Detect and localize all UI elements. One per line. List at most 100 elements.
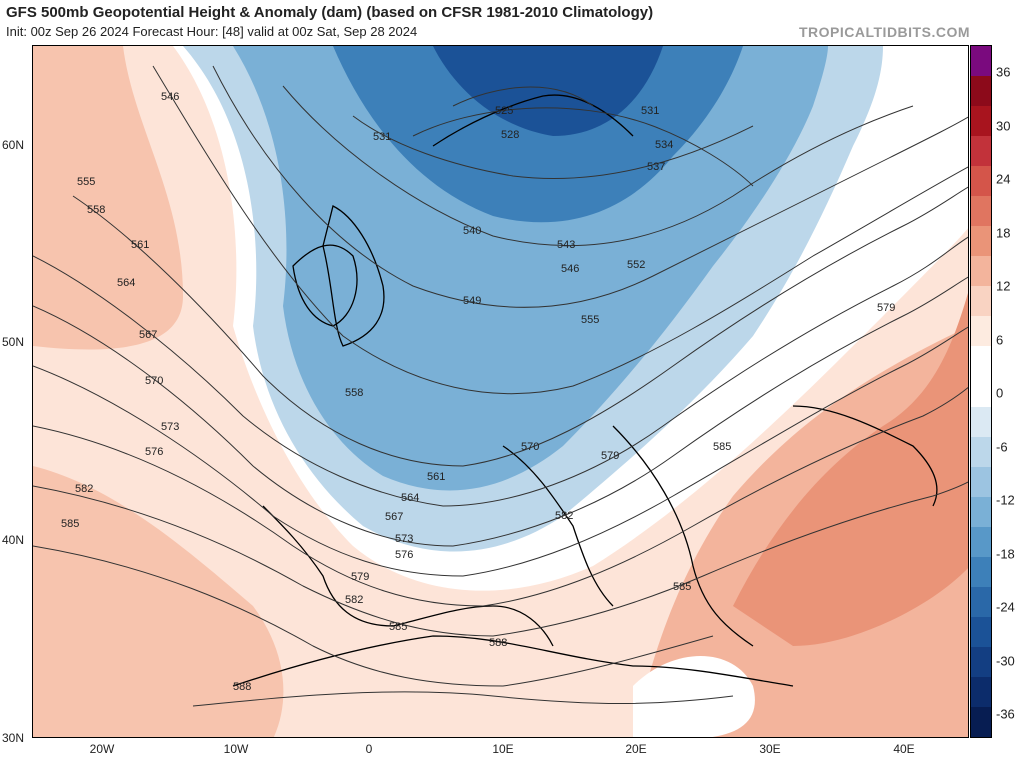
colorbar-segment <box>971 586 991 618</box>
contour-label: 564 <box>117 277 135 289</box>
positive-anomaly-southwest <box>33 466 284 737</box>
colorbar-segment <box>971 466 991 498</box>
contour-label: 525 <box>495 105 513 117</box>
colorbar-segment <box>971 136 991 167</box>
britain-coast <box>322 205 385 347</box>
contour-label: 543 <box>557 239 575 251</box>
positive-anomaly-west <box>33 46 183 350</box>
contour-label: 555 <box>581 314 599 326</box>
longitude-label: 10W <box>223 742 249 756</box>
colorbar-segment <box>971 346 991 377</box>
coastlines <box>232 94 938 687</box>
contour-label: 558 <box>345 387 363 399</box>
contour-label: 534 <box>655 139 673 151</box>
contour-label: 531 <box>641 105 659 117</box>
latitude-label: 60N <box>2 138 25 152</box>
colorbar-tick-label: 6 <box>996 332 1004 347</box>
colorbar-segment <box>971 166 991 197</box>
colorbar-tick-label: -30 <box>996 653 1015 668</box>
positive-anomaly-core <box>733 292 968 646</box>
colorbar-tick-label: -18 <box>996 546 1015 561</box>
contour-label: 540 <box>463 225 481 237</box>
contour-label: 567 <box>139 329 157 341</box>
contour-label: 588 <box>489 637 507 649</box>
map-panel: 525 528 531 531 534 537 540 543 546 546 … <box>32 45 969 738</box>
colorbar-segment <box>971 676 991 708</box>
colorbar-segment <box>971 406 991 438</box>
contour-label: 576 <box>145 446 163 458</box>
north-africa-coast <box>232 635 794 687</box>
colorbar-segment <box>971 316 991 347</box>
contour-label: 546 <box>161 91 179 103</box>
colorbar-segment <box>971 616 991 648</box>
colorbar-tick-label: -6 <box>996 439 1008 454</box>
contour-label: 546 <box>561 263 579 275</box>
contour-label: 564 <box>401 492 419 504</box>
colorbar-segment <box>971 526 991 558</box>
contour-label: 528 <box>501 129 519 141</box>
longitude-label: 10E <box>492 742 514 756</box>
brand-watermark: TROPICALTIDBITS.COM <box>798 24 970 40</box>
contour-label: 585 <box>61 518 79 530</box>
contour-label: 561 <box>131 239 149 251</box>
contour-label: 570 <box>145 375 163 387</box>
longitude-label: 40E <box>893 742 915 756</box>
contour-label: 549 <box>463 295 481 307</box>
latitude-label: 40N <box>2 533 25 547</box>
longitude-label: 20E <box>625 742 647 756</box>
chart-subtitle: Init: 00z Sep 26 2024 Forecast Hour: [48… <box>6 24 418 39</box>
height-contours <box>33 65 968 707</box>
contour-label: 573 <box>161 421 179 433</box>
contour-label: 567 <box>385 511 403 523</box>
anomaly-colorbar <box>970 45 992 738</box>
latitude-label: 30N <box>2 731 25 745</box>
contour-label: 582 <box>555 510 573 522</box>
longitude-label: 30E <box>759 742 781 756</box>
contour-label: 579 <box>601 450 619 462</box>
contour-label: 579 <box>351 571 369 583</box>
colorbar-segment <box>971 196 991 227</box>
colorbar-segment <box>971 496 991 528</box>
colorbar-segment <box>971 106 991 137</box>
ireland-coast <box>292 244 358 327</box>
colorbar-tick-label: -24 <box>996 599 1015 615</box>
contour-label: 561 <box>427 471 445 483</box>
colorbar-segment <box>971 556 991 588</box>
anomaly-shading <box>33 46 968 737</box>
neutral-anomaly-africa <box>633 656 755 737</box>
contour-label: 579 <box>877 302 895 314</box>
contour-label: 585 <box>673 581 691 593</box>
contour-label: 531 <box>373 131 391 143</box>
colorbar-tick-label: -36 <box>996 706 1015 722</box>
contour-label: 570 <box>521 441 539 453</box>
contour-label: 558 <box>87 204 105 216</box>
latitude-label: 50N <box>2 335 25 349</box>
contour-label: 555 <box>77 176 95 188</box>
colorbar-tick-label: 30 <box>996 118 1011 133</box>
contour-label: 573 <box>395 533 413 545</box>
colorbar-segment <box>971 646 991 678</box>
longitude-label: 0 <box>365 742 373 756</box>
colorbar-segment <box>971 436 991 468</box>
iberia-coast <box>262 505 554 647</box>
colorbar-segment <box>971 226 991 257</box>
colorbar-segment <box>971 286 991 317</box>
contour-label: 552 <box>627 259 645 271</box>
contour-label: 582 <box>345 594 363 606</box>
chart-title: GFS 500mb Geopotential Height & Anomaly … <box>6 4 654 21</box>
contour-label: 585 <box>713 441 731 453</box>
colorbar-tick-label: 0 <box>996 385 1004 401</box>
contour-label: 585 <box>389 621 407 633</box>
colorbar-tick-label: -12 <box>996 492 1015 508</box>
colorbar-segment <box>971 376 991 407</box>
italy-coast <box>502 445 614 607</box>
colorbar-tick-label: 12 <box>996 278 1011 294</box>
map-canvas: 525 528 531 531 534 537 540 543 546 546 … <box>33 46 968 737</box>
contour-label: 576 <box>395 549 413 561</box>
colorbar-segment <box>971 706 991 738</box>
colorbar-tick-label: 18 <box>996 225 1011 240</box>
colorbar-tick-label: 36 <box>996 64 1011 80</box>
balkans-coast <box>612 425 754 647</box>
colorbar-segment <box>971 256 991 287</box>
colorbar-segment <box>971 46 991 77</box>
